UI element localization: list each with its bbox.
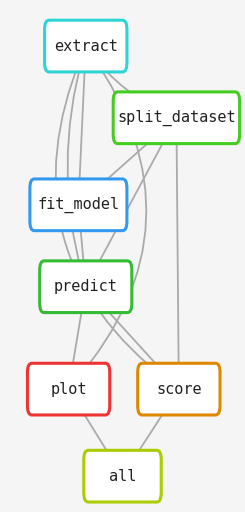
FancyBboxPatch shape [40,261,132,312]
Text: predict: predict [54,279,118,294]
Text: fit_model: fit_model [37,197,120,213]
FancyBboxPatch shape [84,451,161,502]
FancyBboxPatch shape [45,20,127,72]
Text: all: all [109,468,136,484]
Text: extract: extract [54,38,118,54]
FancyBboxPatch shape [27,364,110,415]
Text: split_dataset: split_dataset [117,110,236,126]
FancyBboxPatch shape [113,92,240,143]
Text: score: score [156,381,202,397]
FancyBboxPatch shape [138,364,220,415]
Text: plot: plot [50,381,87,397]
FancyBboxPatch shape [30,179,127,230]
